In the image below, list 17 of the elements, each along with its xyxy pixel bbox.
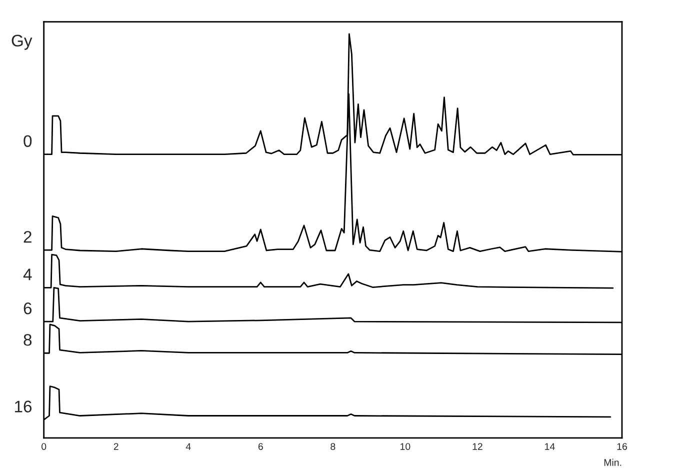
series-label: 0 bbox=[24, 135, 32, 147]
legend-title: Gy bbox=[12, 34, 32, 50]
x-tick-label: 10 bbox=[400, 443, 410, 450]
x-tick-label: 14 bbox=[545, 443, 555, 450]
series-label: 4 bbox=[23, 268, 32, 280]
x-tick-label: 16 bbox=[617, 443, 627, 450]
series-label: 6 bbox=[24, 302, 32, 314]
series-label: 8 bbox=[24, 334, 32, 346]
series-label: 16 bbox=[15, 400, 32, 412]
x-tick-label: 8 bbox=[330, 443, 336, 450]
x-tick-label: 0 bbox=[42, 443, 46, 450]
x-tick-label: 2 bbox=[114, 443, 118, 450]
x-axis-title: Min. bbox=[604, 458, 622, 466]
x-tick-label: 4 bbox=[186, 443, 191, 450]
x-tick-label: 6 bbox=[258, 443, 263, 450]
series-label: 2 bbox=[24, 230, 32, 243]
x-tick-label: 12 bbox=[472, 443, 482, 450]
